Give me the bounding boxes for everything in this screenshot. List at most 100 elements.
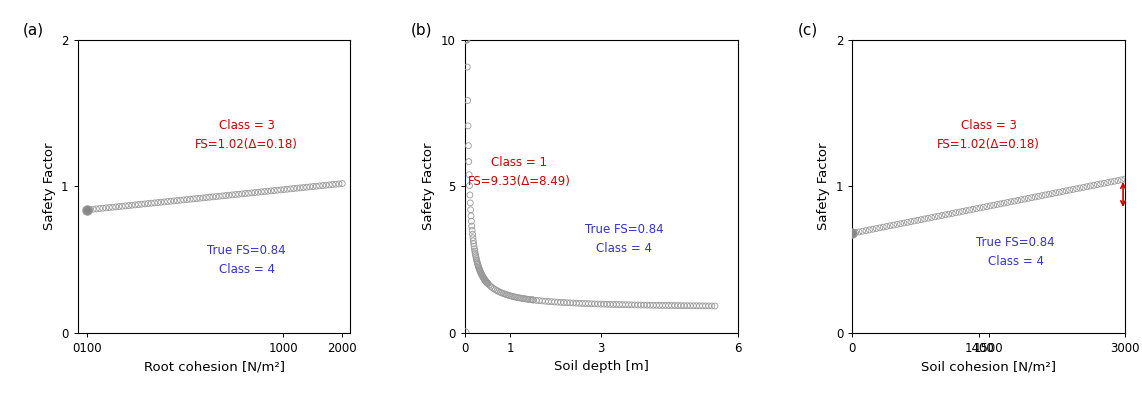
- Text: Class = 1
FS=9.33(Δ=8.49): Class = 1 FS=9.33(Δ=8.49): [468, 156, 571, 188]
- Point: [895, 220, 914, 226]
- Point: [974, 204, 992, 211]
- Point: [1057, 188, 1076, 194]
- Point: [533, 298, 552, 304]
- Point: [477, 279, 496, 286]
- Point: [175, 196, 193, 203]
- Point: [1112, 176, 1131, 183]
- Point: [120, 203, 138, 209]
- Point: [957, 207, 975, 214]
- Point: [988, 201, 1006, 208]
- Point: [472, 269, 490, 276]
- Point: [706, 303, 724, 309]
- Point: [877, 223, 895, 230]
- Point: [129, 201, 147, 208]
- Point: [619, 302, 637, 308]
- Point: [950, 209, 968, 215]
- Point: [635, 302, 653, 308]
- Point: [622, 302, 641, 308]
- Point: [561, 300, 579, 306]
- Point: [678, 302, 697, 309]
- Point: [182, 196, 200, 203]
- Point: [262, 188, 280, 194]
- Point: [660, 302, 678, 309]
- Point: [491, 289, 509, 296]
- Point: [311, 183, 329, 189]
- X-axis label: Root cohesion [N/m²]: Root cohesion [N/m²]: [144, 360, 284, 373]
- Y-axis label: Safety Factor: Safety Factor: [423, 143, 435, 230]
- Point: [577, 300, 595, 307]
- Point: [330, 181, 348, 187]
- Point: [483, 284, 501, 291]
- Point: [902, 219, 920, 225]
- Point: [521, 296, 539, 303]
- Point: [97, 205, 115, 211]
- Point: [110, 203, 128, 210]
- Point: [555, 299, 573, 306]
- Point: [464, 238, 482, 244]
- Point: [598, 301, 617, 308]
- Point: [461, 207, 480, 213]
- Point: [697, 303, 715, 309]
- Point: [526, 297, 545, 304]
- Point: [478, 280, 497, 287]
- Point: [926, 214, 944, 220]
- Point: [507, 294, 525, 300]
- Point: [1029, 193, 1047, 199]
- Point: [252, 188, 271, 195]
- Point: [471, 268, 489, 274]
- Point: [1015, 196, 1034, 202]
- Point: [494, 290, 513, 297]
- Point: [474, 274, 492, 280]
- Point: [295, 184, 313, 191]
- Point: [608, 301, 626, 308]
- Point: [1032, 192, 1051, 199]
- Point: [465, 243, 483, 250]
- Point: [126, 202, 144, 208]
- Point: [512, 295, 530, 301]
- Point: [207, 193, 225, 200]
- Point: [1109, 177, 1127, 184]
- Point: [892, 221, 910, 227]
- Point: [700, 303, 718, 309]
- Point: [971, 205, 989, 211]
- Point: [145, 200, 163, 206]
- Point: [626, 302, 644, 308]
- Text: True FS=0.84
Class = 4: True FS=0.84 Class = 4: [976, 236, 1055, 268]
- Point: [194, 194, 212, 201]
- Point: [1099, 179, 1117, 186]
- Point: [85, 206, 103, 213]
- Point: [488, 288, 506, 294]
- Point: [456, 37, 474, 43]
- Point: [675, 302, 693, 309]
- Point: [472, 270, 490, 277]
- Point: [471, 266, 489, 272]
- Point: [981, 203, 999, 209]
- Point: [466, 252, 484, 258]
- Point: [458, 37, 476, 43]
- X-axis label: Soil cohesion [N/m²]: Soil cohesion [N/m²]: [920, 360, 1056, 373]
- Point: [947, 210, 965, 216]
- Text: Class = 3
FS=1.02(Δ=0.18): Class = 3 FS=1.02(Δ=0.18): [938, 119, 1040, 151]
- Point: [81, 207, 99, 213]
- Point: [899, 219, 917, 225]
- Point: [460, 192, 478, 198]
- Point: [860, 227, 878, 233]
- Point: [930, 213, 948, 219]
- Point: [468, 261, 486, 268]
- Point: [863, 226, 882, 233]
- Point: [480, 282, 498, 288]
- Point: [246, 189, 264, 196]
- Point: [1092, 181, 1110, 187]
- Point: [471, 267, 489, 273]
- Point: [467, 255, 485, 262]
- Point: [1061, 187, 1079, 193]
- Point: [298, 184, 316, 190]
- Point: [492, 290, 510, 296]
- Point: [586, 301, 604, 307]
- Point: [522, 297, 540, 303]
- Point: [539, 298, 557, 305]
- Point: [184, 196, 202, 202]
- Point: [579, 300, 597, 307]
- Point: [178, 196, 196, 203]
- Point: [291, 185, 309, 191]
